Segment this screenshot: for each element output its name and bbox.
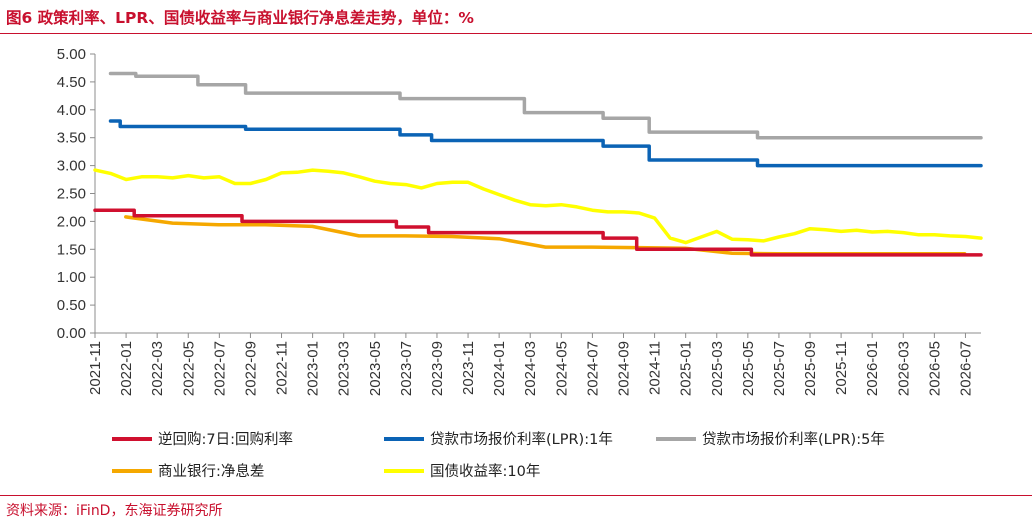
x-tick-label: 2023-11 (460, 341, 477, 395)
y-tick-label: 1.50 (57, 241, 86, 258)
y-tick-label: 4.50 (57, 74, 86, 91)
x-tick-label: 2022-09 (242, 341, 259, 396)
x-tick-label: 2024-07 (584, 341, 601, 396)
legend-label: 贷款市场报价利率(LPR):5年 (702, 431, 885, 448)
x-tick-label: 2023-09 (429, 341, 446, 396)
series-line-4 (93, 168, 983, 245)
y-axis-ticks: 0.00 0.50 1.00 1.50 2.00 2.50 3.00 3.50 4.00 4.50… (57, 46, 95, 342)
x-tick-label: 2026-07 (957, 341, 974, 396)
x-tick-label: 2024-05 (553, 341, 570, 396)
chart-series (93, 71, 983, 257)
y-tick-label: 5.00 (57, 46, 86, 63)
series-line-2 (108, 71, 983, 140)
chart-title: 图6 政策利率、LPR、国债收益率与商业银行净息差走势，单位：% (6, 9, 474, 27)
y-tick-label: 3.50 (57, 130, 86, 147)
y-tick-label: 0.00 (57, 325, 86, 342)
x-tick-label: 2025-11 (833, 341, 850, 395)
source-note: 资料来源：iFinD，东海证券研究所 (6, 503, 223, 519)
legend-label: 逆回购:7日:回购利率 (158, 431, 293, 448)
x-tick-label: 2023-07 (398, 341, 415, 396)
x-tick-label: 2022-11 (274, 341, 291, 395)
x-tick-label: 2026-01 (864, 341, 881, 396)
x-tick-label: 2024-03 (522, 341, 539, 396)
series-line-0 (93, 208, 983, 257)
title-divider (0, 33, 1032, 34)
y-tick-label: 3.00 (57, 158, 86, 175)
y-tick-label: 2.50 (57, 186, 86, 203)
x-tick-label: 2022-03 (149, 341, 166, 396)
x-tick-label: 2025-07 (771, 341, 788, 396)
x-tick-label: 2025-01 (678, 341, 695, 396)
chart-axes (94, 54, 981, 334)
x-tick-label: 2025-05 (740, 341, 757, 396)
legend-label: 商业银行:净息差 (158, 463, 264, 480)
x-tick-label: 2022-05 (180, 341, 197, 396)
x-tick-label: 2022-07 (211, 341, 228, 396)
x-tick-label: 2026-03 (895, 341, 912, 396)
x-tick-label: 2025-03 (709, 341, 726, 396)
y-tick-label: 0.50 (57, 297, 86, 314)
x-tick-label: 2024-09 (615, 341, 632, 396)
legend-label: 贷款市场报价利率(LPR):1年 (430, 431, 613, 448)
legend-label: 国债收益率:10年 (430, 463, 540, 480)
x-tick-label: 2023-03 (336, 341, 353, 396)
y-tick-label: 4.00 (57, 102, 86, 119)
x-tick-label: 2023-01 (305, 341, 322, 396)
series-line-1 (108, 119, 983, 168)
y-tick-label: 2.00 (57, 213, 86, 230)
x-tick-label: 2024-11 (647, 341, 664, 395)
source-divider (0, 495, 1032, 496)
x-tick-label: 2022-01 (118, 341, 135, 396)
chart-legend: 逆回购:7日:回购利率 贷款市场报价利率(LPR):1年 贷款市场报价利率(LPR)… (112, 431, 885, 480)
x-axis-ticks: 2021-11 2022-01 2022-03 2022-05 2022-07 2022-… (87, 333, 974, 396)
x-tick-label: 2021-11 (87, 341, 104, 395)
x-tick-label: 2024-01 (491, 341, 508, 396)
x-tick-label: 2026-05 (926, 341, 943, 396)
y-tick-label: 1.00 (57, 269, 86, 286)
x-tick-label: 2025-09 (802, 341, 819, 396)
x-tick-label: 2023-05 (367, 341, 384, 396)
line-chart: 0.00 0.50 1.00 1.50 2.00 2.50 3.00 3.50 4.00 4.50… (57, 46, 983, 480)
